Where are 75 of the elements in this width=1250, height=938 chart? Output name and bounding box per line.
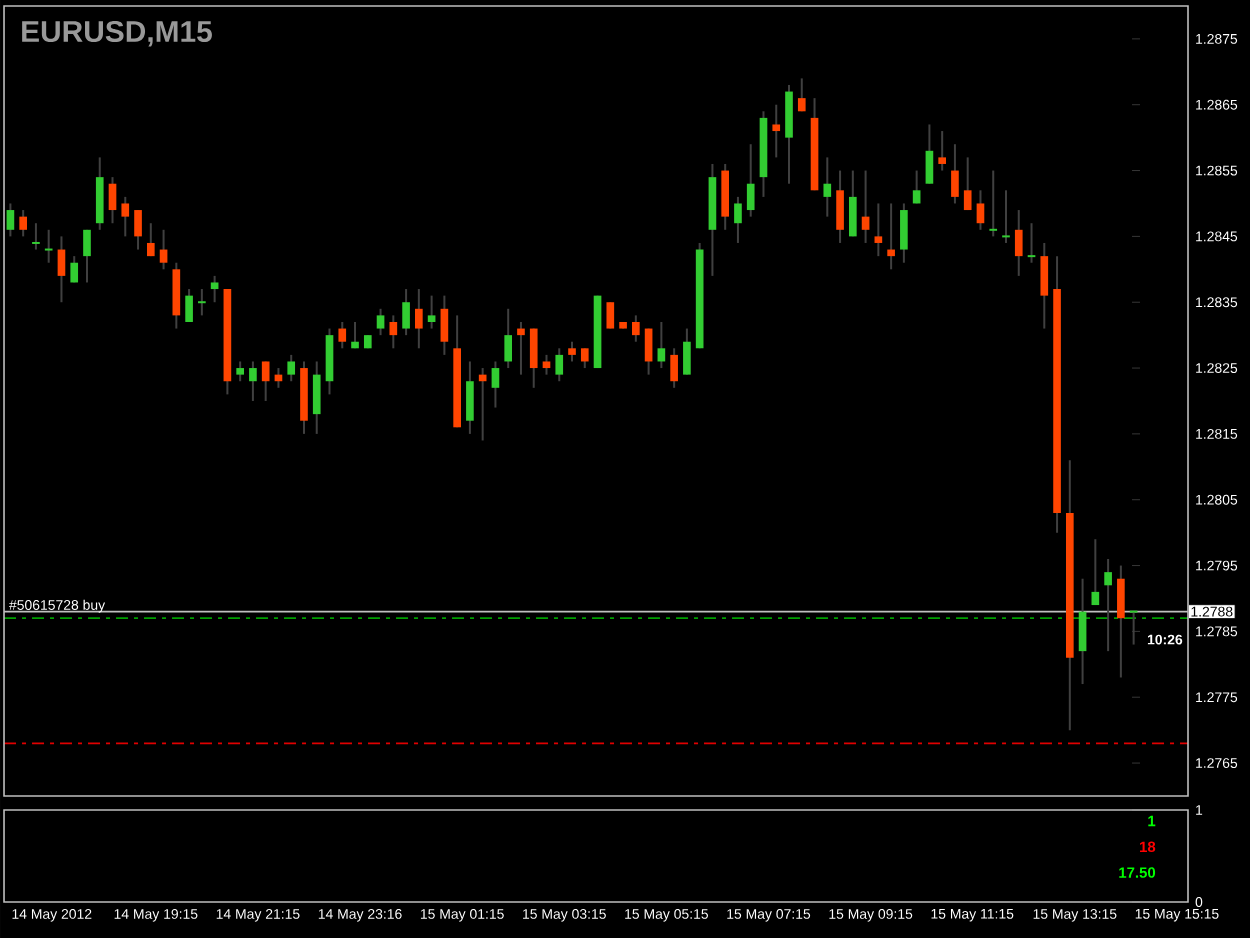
candlestick [734,195,742,244]
candlestick [568,340,576,363]
candlestick [134,209,142,251]
candlestick [325,327,334,396]
candlestick [402,288,410,337]
candlestick [823,156,832,218]
candlestick [236,360,244,383]
candlestick [1014,209,1023,277]
candlestick [197,288,207,317]
candlestick [670,347,678,389]
candlestick [210,274,219,304]
chart-title: EURUSD,M15 [22,20,212,47]
candlestick [95,156,104,231]
candlestick [83,228,91,284]
candlestick [606,301,615,330]
candlestick [172,261,181,330]
candlestick [1001,189,1011,244]
candlestick [43,228,54,264]
candlestick [351,320,359,350]
candlestick [1078,577,1087,686]
candlestick [988,169,999,238]
candlestick [861,169,870,244]
candlestick [849,169,857,238]
candlestick [491,360,500,409]
candlestick [683,327,691,376]
candlestick [925,123,934,185]
candlestick [1026,222,1037,264]
candlestick [1040,241,1049,330]
candlestick [389,314,398,350]
candlestick [466,360,474,435]
candlestick [580,347,589,370]
candlestick [121,195,130,238]
candlestick [31,222,41,251]
candlestick [19,209,27,238]
candlestick [504,307,513,370]
candlestick [976,189,985,231]
candlestick [1091,538,1100,607]
candlestick [70,255,79,284]
candlestick [772,103,781,159]
candlestick [6,202,15,238]
candlestick [376,307,385,337]
candlestick [951,143,959,205]
candlestick [836,169,844,244]
candlestick [900,202,908,264]
candlestick [312,360,321,435]
candlestick [721,162,730,231]
candlestick [185,288,193,323]
candlestick [415,288,423,350]
candlestick [146,222,155,258]
candlestick [632,314,640,343]
candlestick [440,294,449,356]
candlestick [938,130,947,172]
candlestick [57,235,66,304]
candlestick [912,169,921,205]
candlestick [542,353,551,376]
candlestick [529,327,538,389]
candlestick [785,83,793,185]
candlestick [287,353,296,383]
candlestick [963,156,972,212]
candlestick [159,228,168,271]
candlestick [1104,557,1112,653]
candlestick [657,320,666,370]
candlestick [746,143,755,218]
candlestick [555,347,564,383]
candlestick [108,176,117,225]
candlestick [517,320,525,376]
candlestick [261,360,270,402]
candlestick [1128,610,1139,646]
candlestick [797,77,806,113]
candlestick [338,320,347,350]
candlestick [249,360,257,402]
candlestick [1117,564,1125,679]
candlestick [887,202,895,271]
candlestick [427,294,436,330]
candlestick [874,202,883,258]
